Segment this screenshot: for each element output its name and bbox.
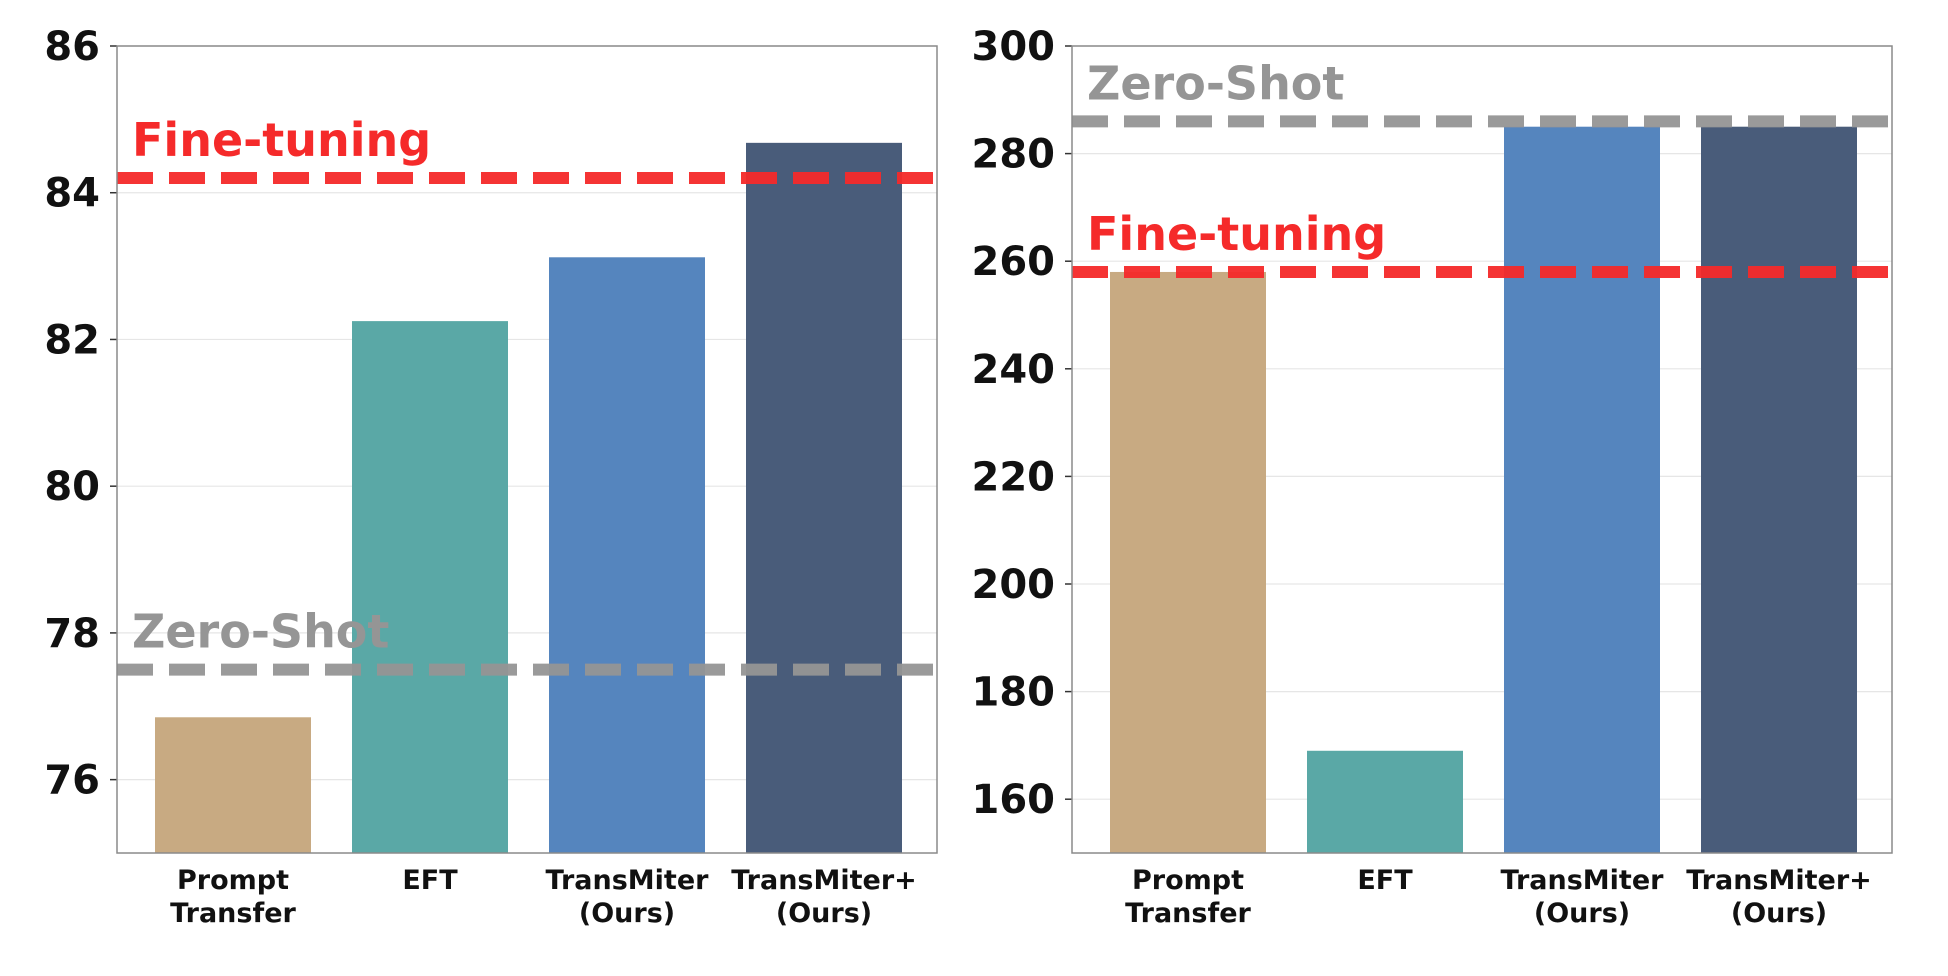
reference-line-label: Fine-tuning bbox=[1087, 207, 1386, 261]
bar bbox=[352, 321, 508, 853]
bar bbox=[1504, 126, 1660, 853]
y-tick-label: 78 bbox=[44, 611, 100, 657]
y-tick-label: 76 bbox=[44, 758, 100, 804]
y-tick-label: 200 bbox=[972, 562, 1056, 608]
bar bbox=[549, 257, 705, 854]
bar bbox=[746, 142, 902, 854]
left-chart-panel: 76 78 80 82 84 86 Prompt Transfer EFT TransMiter(… bbox=[44, 24, 938, 929]
plot-frame bbox=[116, 45, 938, 854]
x-category-label: EFT bbox=[402, 865, 458, 896]
reference-line-label: Zero-Shot bbox=[132, 605, 389, 659]
x-category-label: TransMiter (Ours) bbox=[1501, 865, 1665, 929]
y-tick-label: 260 bbox=[972, 239, 1056, 285]
y-tick-label: 180 bbox=[972, 670, 1056, 716]
y-tick-label: 240 bbox=[972, 347, 1056, 393]
bar bbox=[1701, 126, 1857, 853]
plot-frame bbox=[1071, 45, 1893, 854]
x-category-label: Prompt Transfer bbox=[170, 865, 296, 929]
x-category-label: TransMiter+ (Ours) bbox=[731, 865, 917, 929]
right-chart-panel: 160 180 200 220 240 260 280 300 Prompt Transfer EF… bbox=[972, 24, 1893, 929]
bar bbox=[1110, 271, 1266, 854]
bar bbox=[1307, 750, 1463, 853]
y-tick-label: 280 bbox=[972, 132, 1056, 178]
x-category-label: TransMiter (Ours) bbox=[546, 865, 710, 929]
reference-line-label: Fine-tuning bbox=[132, 113, 431, 167]
y-tick-label: 300 bbox=[972, 24, 1056, 70]
y-tick-label: 80 bbox=[44, 464, 100, 510]
y-tick-label: 84 bbox=[44, 171, 100, 217]
x-category-label: Prompt Transfer bbox=[1125, 865, 1251, 929]
y-tick-label: 220 bbox=[972, 454, 1056, 500]
reference-line-label: Zero-Shot bbox=[1087, 56, 1344, 110]
y-tick-label: 160 bbox=[972, 777, 1056, 823]
bar bbox=[155, 717, 311, 853]
y-tick-label: 86 bbox=[44, 24, 100, 70]
x-category-label: TransMiter+ (Ours) bbox=[1686, 865, 1872, 929]
x-category-label: EFT bbox=[1357, 865, 1413, 896]
y-tick-label: 82 bbox=[44, 317, 100, 363]
